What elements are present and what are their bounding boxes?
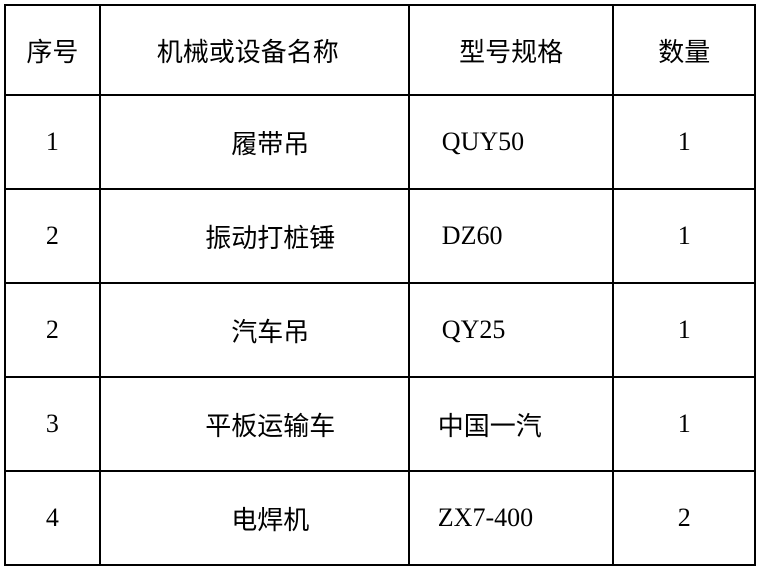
header-spec: 型号规格 bbox=[409, 5, 614, 95]
cell-spec: QUY50 bbox=[409, 95, 614, 189]
cell-spec: 中国一汽 bbox=[409, 377, 614, 471]
cell-seq: 2 bbox=[5, 189, 100, 283]
cell-seq: 1 bbox=[5, 95, 100, 189]
header-qty: 数量 bbox=[613, 5, 755, 95]
cell-seq: 4 bbox=[5, 471, 100, 565]
cell-qty: 1 bbox=[613, 377, 755, 471]
equipment-table: 序号 机械或设备名称 型号规格 数量 1 履带吊 QUY50 1 2 振动打桩锤… bbox=[4, 4, 756, 566]
cell-name: 平板运输车 bbox=[100, 377, 409, 471]
cell-qty: 2 bbox=[613, 471, 755, 565]
cell-qty: 1 bbox=[613, 189, 755, 283]
cell-name: 振动打桩锤 bbox=[100, 189, 409, 283]
table-row: 2 振动打桩锤 DZ60 1 bbox=[5, 189, 755, 283]
cell-qty: 1 bbox=[613, 95, 755, 189]
table-header-row: 序号 机械或设备名称 型号规格 数量 bbox=[5, 5, 755, 95]
cell-spec: DZ60 bbox=[409, 189, 614, 283]
cell-seq: 2 bbox=[5, 283, 100, 377]
table-row: 2 汽车吊 QY25 1 bbox=[5, 283, 755, 377]
table-row: 1 履带吊 QUY50 1 bbox=[5, 95, 755, 189]
cell-qty: 1 bbox=[613, 283, 755, 377]
cell-spec: ZX7-400 bbox=[409, 471, 614, 565]
table-row: 4 电焊机 ZX7-400 2 bbox=[5, 471, 755, 565]
table-row: 3 平板运输车 中国一汽 1 bbox=[5, 377, 755, 471]
cell-name: 履带吊 bbox=[100, 95, 409, 189]
header-name: 机械或设备名称 bbox=[100, 5, 409, 95]
cell-name: 汽车吊 bbox=[100, 283, 409, 377]
cell-seq: 3 bbox=[5, 377, 100, 471]
cell-name: 电焊机 bbox=[100, 471, 409, 565]
cell-spec: QY25 bbox=[409, 283, 614, 377]
header-seq: 序号 bbox=[5, 5, 100, 95]
